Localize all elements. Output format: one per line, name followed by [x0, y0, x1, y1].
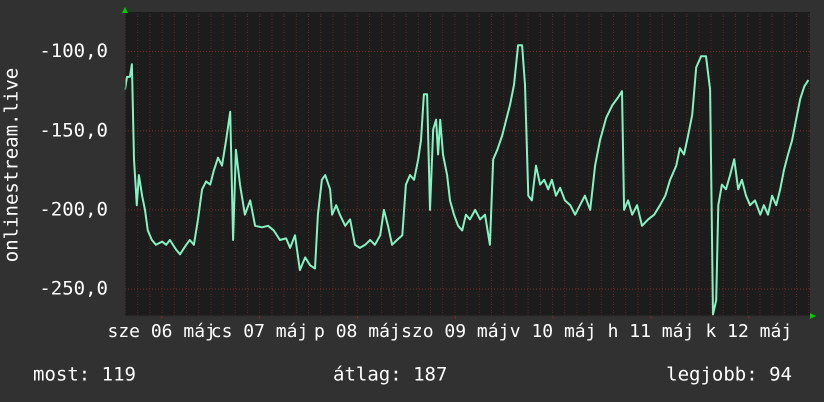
x-tick-label: p 08 máj [314, 321, 401, 342]
x-tick-label: cs 07 máj [211, 321, 309, 342]
x-axis-arrow [810, 313, 816, 319]
footer-best: legjobb: 94 [666, 364, 792, 386]
x-tick-label: k 12 máj [705, 321, 792, 342]
x-tick-label: v 10 máj [510, 321, 597, 342]
y-tick-label: -250,0 [39, 278, 108, 300]
data-layer [124, 44, 810, 316]
y-axis-label: onlinestream.live [1, 68, 23, 262]
y-tick-label: -150,0 [39, 119, 108, 141]
minor-grid [125, 12, 810, 316]
y-axis-arrow [122, 7, 128, 13]
y-tick-label: -200,0 [39, 198, 108, 220]
data-line [124, 44, 810, 316]
x-tick-label: sze 06 máj [108, 321, 216, 342]
x-tick-label: szo 09 máj [401, 321, 509, 342]
grid-layer [125, 51, 810, 290]
footer-average: átlag: 187 [333, 364, 447, 386]
footer-current: most: 119 [33, 364, 136, 386]
y-tick-label: -100,0 [39, 40, 108, 62]
x-tick-label: h 11 máj [608, 321, 695, 342]
